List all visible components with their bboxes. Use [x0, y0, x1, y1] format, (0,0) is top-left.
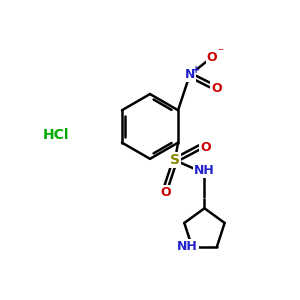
- Text: S: S: [170, 153, 180, 167]
- Text: NH: NH: [194, 164, 215, 177]
- Text: HCl: HCl: [43, 128, 69, 142]
- Text: N: N: [184, 68, 195, 81]
- Text: +: +: [192, 64, 200, 75]
- Text: O: O: [206, 51, 217, 64]
- Text: O: O: [211, 82, 222, 95]
- Text: O: O: [200, 141, 211, 154]
- Text: NH: NH: [177, 240, 198, 253]
- Text: O: O: [160, 186, 171, 199]
- Text: ⁻: ⁻: [217, 47, 223, 57]
